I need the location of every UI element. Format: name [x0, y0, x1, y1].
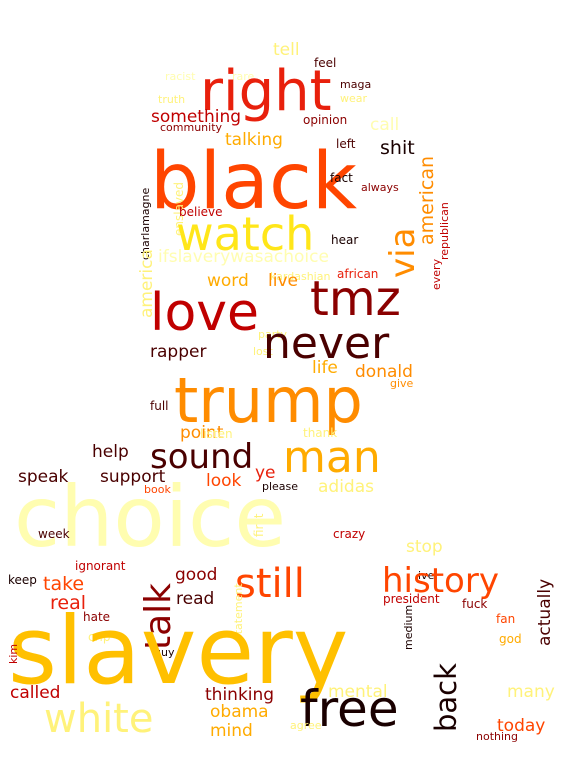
cloud-word-trump: trump	[174, 364, 363, 437]
cloud-word-right: right	[200, 59, 332, 124]
cloud-word-support: support	[100, 467, 166, 487]
cloud-word-look: look	[206, 471, 242, 491]
cloud-word-rapper: rapper	[150, 342, 206, 362]
cloud-word-life: life	[312, 358, 338, 378]
cloud-word-ifslaverywasachoice: ifslaverywasachoice	[158, 247, 329, 267]
cloud-word-love: love	[150, 283, 259, 343]
cloud-word-black: black	[150, 137, 357, 227]
cloud-word-thank: thank	[303, 426, 337, 440]
cloud-word-something: something	[151, 107, 241, 127]
cloud-word-ye: ye	[255, 463, 276, 483]
cloud-word-african: african	[337, 267, 378, 281]
cloud-word-good: good	[175, 565, 217, 585]
cloud-word-tmz: tmz	[310, 271, 401, 327]
cloud-word-read: read	[176, 589, 214, 609]
cloud-word-tell: tell	[273, 40, 300, 60]
cloud-word-called: called	[10, 683, 60, 703]
cloud-word-fact: fact	[330, 171, 353, 185]
cloud-word-stop: stop	[406, 537, 443, 557]
cloud-word-book: book	[144, 483, 171, 496]
cloud-word-man: man	[283, 432, 381, 483]
cloud-word-watch: watch	[176, 207, 314, 261]
cloud-word-always: always	[361, 181, 399, 194]
cloud-word-enslaved: enslaved	[172, 182, 186, 236]
cloud-word-obama: obama	[210, 702, 269, 722]
cloud-word-please: please	[262, 480, 298, 493]
cloud-word-week: week	[38, 527, 70, 541]
cloud-word-american: american	[416, 156, 438, 245]
cloud-word-nothing: nothing	[476, 730, 518, 743]
cloud-word-president: president	[383, 592, 440, 606]
cloud-word-wear: wear	[340, 92, 368, 105]
cloud-word-mental: mental	[328, 682, 388, 702]
cloud-word-believe: believe	[179, 205, 223, 219]
cloud-word-shit: shit	[380, 137, 415, 159]
cloud-word-adidas: adidas	[318, 477, 374, 497]
cloud-word-call: call	[370, 115, 399, 135]
cloud-word-medium: medium	[402, 605, 415, 650]
cloud-word-feel: feel	[314, 56, 336, 70]
cloud-word-crazy: crazy	[333, 527, 365, 541]
cloud-word-talk: talk	[138, 583, 179, 650]
cloud-word-via: via	[383, 228, 423, 278]
cloud-word-charlamagne: charlamagne	[139, 188, 152, 260]
cloud-word-opinion: opinion	[303, 113, 347, 127]
cloud-word-every: every	[430, 258, 443, 290]
cloud-word-agree: agree	[290, 719, 322, 732]
cloud-word-party: party	[258, 328, 288, 341]
cloud-word-kim: kim	[7, 644, 20, 664]
cloud-word-free: free	[300, 680, 399, 738]
cloud-word-keep: keep	[8, 573, 37, 587]
cloud-word-choice: choice	[14, 468, 286, 566]
cloud-word-mind: mind	[210, 721, 253, 741]
cloud-word-still: still	[235, 561, 305, 607]
cloud-word-talking: talking	[225, 130, 283, 150]
cloud-word-god: god	[499, 632, 522, 646]
cloud-word-maga: maga	[340, 78, 371, 91]
cloud-word-help: help	[92, 442, 129, 462]
cloud-word-donald: donald	[355, 362, 413, 382]
cloud-word-hate: hate	[83, 610, 110, 624]
cloud-word-america: america	[137, 249, 157, 318]
cloud-word-fan: fan	[496, 612, 515, 626]
cloud-word-left: left	[336, 137, 356, 151]
cloud-word-kardashian: kardashian	[270, 270, 330, 283]
cloud-word-real: real	[50, 592, 86, 614]
cloud-word-crip: crip	[88, 630, 110, 644]
cloud-word-statement: statement	[232, 583, 245, 640]
cloud-word-truth: truth	[158, 93, 185, 106]
cloud-word-thinking: thinking	[205, 685, 274, 705]
cloud-word-slavery: slavery	[8, 597, 348, 706]
cloud-word-hear: hear	[331, 233, 358, 247]
cloud-word-sound: sound	[150, 437, 253, 477]
cloud-word-point: point	[180, 423, 224, 443]
cloud-word-white: white	[44, 696, 153, 742]
cloud-word-actually: actually	[535, 579, 555, 646]
cloud-word-today: today	[497, 716, 545, 736]
cloud-word-listen: listen	[200, 427, 233, 441]
cloud-word-first: first	[252, 513, 266, 537]
cloud-word-ignorant: ignorant	[75, 559, 126, 573]
cloud-word-back: back	[429, 663, 463, 732]
cloud-word-lost: lost	[253, 345, 274, 358]
cloud-word-community: community	[160, 121, 223, 134]
cloud-word-racist: racist	[165, 70, 196, 83]
cloud-word-live: live	[268, 271, 298, 291]
cloud-word-take: take	[43, 573, 84, 595]
cloud-word-full: full	[150, 399, 169, 413]
cloud-word-word: word	[207, 271, 249, 291]
cloud-word-history: history	[382, 561, 499, 601]
cloud-word-ive: ive	[418, 569, 435, 582]
cloud-word-never: never	[263, 318, 390, 369]
cloud-word-give: give	[390, 377, 414, 390]
cloud-word-many: many	[507, 682, 555, 702]
cloud-word-rare: rare	[232, 70, 255, 83]
cloud-word-guy: guy	[154, 646, 175, 659]
cloud-word-speak: speak	[18, 467, 69, 487]
cloud-word-fuck: fuck	[462, 597, 487, 611]
cloud-word-republican: republican	[438, 202, 451, 260]
